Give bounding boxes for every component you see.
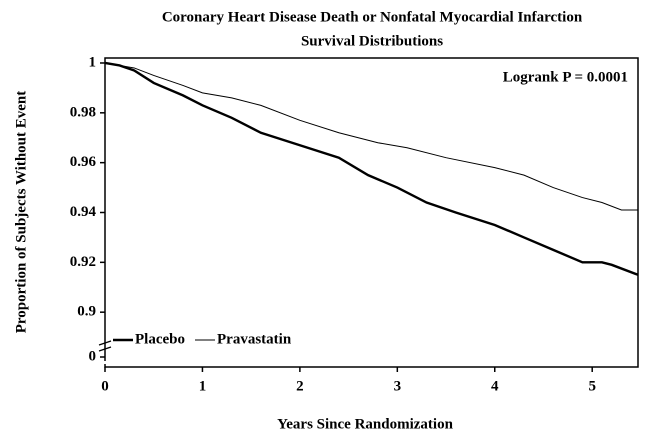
x-tick-label: 5 [588, 378, 596, 394]
chart-subtitle: Survival Distributions [301, 33, 443, 49]
plot-frame [104, 57, 639, 368]
y-tick-label: 0.98 [70, 104, 96, 120]
y-tick-label: 0.92 [70, 254, 96, 270]
axis-break [98, 346, 112, 352]
y-tick-label: 0.9 [77, 304, 96, 320]
y-tick-label: 0 [89, 348, 97, 364]
x-tick-label: 0 [101, 378, 109, 394]
y-tick-label: 1 [89, 54, 97, 70]
line-series [104, 61, 639, 276]
x-tick-label: 3 [394, 378, 402, 394]
y-tick-label: 0.96 [70, 154, 97, 170]
x-tick-label: 2 [296, 378, 304, 394]
legend-label: Placebo [135, 331, 185, 347]
chart-title: Coronary Heart Disease Death or Nonfatal… [162, 9, 583, 25]
y-tick-label: 0.94 [70, 204, 97, 220]
axis-break [98, 340, 112, 346]
line-series [104, 62, 638, 211]
legend-label: Pravastatin [217, 331, 292, 347]
x-tick-label: 4 [491, 378, 499, 394]
annotation: Logrank P = 0.0001 [503, 69, 628, 85]
x-axis-label: Years Since Randomization [277, 416, 453, 432]
x-tick-label: 1 [199, 378, 207, 394]
y-axis-label: Proportion of Subjects Without Event [13, 91, 29, 334]
